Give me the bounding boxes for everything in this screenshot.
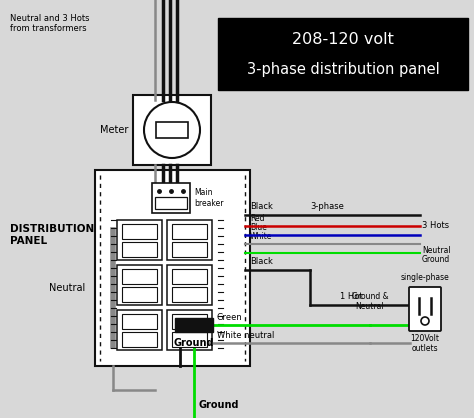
Bar [152, 183, 190, 213]
Text: 120Volt
outlets: 120Volt outlets [410, 334, 439, 353]
Text: Red: Red [250, 214, 264, 223]
Bar [122, 332, 157, 347]
Text: 3-phase distribution panel: 3-phase distribution panel [246, 62, 439, 77]
Text: Ground: Ground [199, 400, 239, 410]
Bar [172, 224, 207, 239]
Bar [167, 265, 212, 305]
Text: DISTRIBUTION
PANEL: DISTRIBUTION PANEL [10, 224, 94, 246]
Text: Main
breaker: Main breaker [194, 188, 224, 208]
Text: Green: Green [217, 313, 243, 322]
Bar [122, 269, 157, 284]
Text: single-phase: single-phase [401, 273, 449, 282]
Text: Meter: Meter [100, 125, 128, 135]
Bar [122, 224, 157, 239]
Bar [117, 310, 162, 350]
Text: 3-phase: 3-phase [310, 202, 344, 211]
Bar [117, 220, 162, 260]
Bar [122, 314, 157, 329]
Bar [167, 310, 212, 350]
Bar [167, 220, 212, 260]
Text: Black: Black [250, 202, 273, 211]
Bar [117, 265, 162, 305]
Text: 3 Hots: 3 Hots [422, 221, 449, 229]
Text: White: White [250, 232, 273, 241]
Bar [156, 122, 188, 138]
Text: 208-120 volt: 208-120 volt [292, 32, 394, 47]
Text: Neutral and 3 Hots
from transformers: Neutral and 3 Hots from transformers [10, 14, 90, 33]
Bar [122, 287, 157, 302]
Bar [155, 197, 187, 209]
Bar [218, 18, 468, 90]
Text: Ground: Ground [174, 338, 214, 348]
Bar [172, 332, 207, 347]
Bar [175, 318, 213, 332]
Bar [95, 170, 250, 366]
Bar [133, 95, 211, 165]
Text: Blue: Blue [250, 223, 267, 232]
FancyBboxPatch shape [409, 287, 441, 331]
Bar [122, 242, 157, 257]
Text: White neutral: White neutral [217, 331, 274, 340]
Bar [172, 242, 207, 257]
Text: Black: Black [250, 257, 273, 266]
Text: Ground &
Neutral: Ground & Neutral [352, 292, 388, 311]
Text: 1 Hot: 1 Hot [340, 292, 363, 301]
Bar [172, 314, 207, 329]
Text: Ground: Ground [422, 255, 450, 264]
Bar [172, 269, 207, 284]
Text: Neutral: Neutral [49, 283, 85, 293]
Bar [172, 287, 207, 302]
Text: Neutral: Neutral [422, 246, 451, 255]
